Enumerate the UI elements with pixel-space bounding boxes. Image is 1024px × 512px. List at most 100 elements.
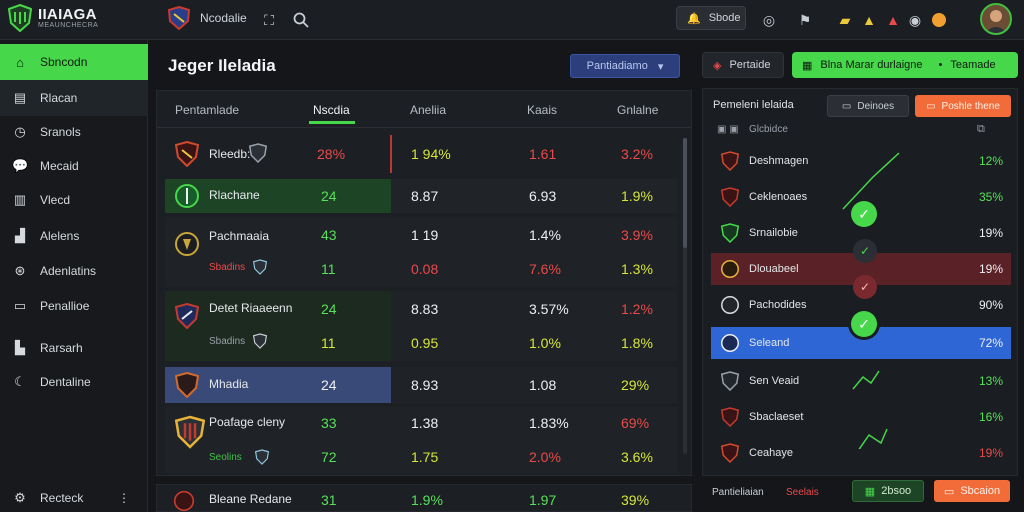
list-item[interactable]: Deshmagen 12% <box>711 145 1011 177</box>
coin-icon[interactable] <box>928 9 950 31</box>
team-crest-icon <box>721 334 739 352</box>
row-bg <box>165 217 677 287</box>
avatar[interactable] <box>980 3 1012 35</box>
list-item[interactable]: Srnailobie 19% <box>711 217 1011 249</box>
more-icon[interactable]: ⋮ <box>118 491 130 505</box>
column-header[interactable]: Gnlalne <box>617 103 659 117</box>
secondary-button[interactable]: ▭ Deinoes <box>827 95 909 117</box>
filter-label: Glcbidce <box>749 124 788 135</box>
secondary-button-label: Deinoes <box>857 100 895 112</box>
logo-title: IIAIAGA <box>38 5 97 23</box>
percentage: 19% <box>978 226 1003 240</box>
sidebar-item-label: Dentaline <box>40 375 91 389</box>
row-bg <box>391 179 677 213</box>
table-row[interactable]: Bleane Redane 31 1.9% 1.97 39% <box>156 484 692 512</box>
team-sub: Sbadins <box>209 336 246 347</box>
divider <box>157 127 691 128</box>
sidebar-item-research[interactable]: ▙ Rarsarh <box>0 330 148 366</box>
search-icon[interactable] <box>290 9 312 31</box>
column-header[interactable]: Pentamlade <box>175 103 240 117</box>
copy-icon[interactable]: ⧉ <box>977 123 985 135</box>
expand-icon[interactable]: ⛶ <box>264 11 274 28</box>
list-item[interactable]: Sbaclaeset 16% <box>711 401 1011 433</box>
orange-button[interactable]: ▭ Poshle thene <box>915 95 1011 117</box>
percentage: 35% <box>978 190 1003 204</box>
list-item[interactable]: Pachodides 90% <box>711 289 1011 321</box>
team-crest-icon <box>175 232 199 256</box>
cell-value: 1.61 <box>529 146 557 162</box>
team-name: Ncodalie <box>200 11 247 25</box>
logo-subtitle: MEAUNCHECRA <box>38 21 99 29</box>
scrollbar[interactable] <box>683 138 687 454</box>
trophy-icon[interactable]: ⚑ <box>798 11 812 28</box>
cell-value: 3.6% <box>621 449 653 465</box>
cta-secondary-label: Teamade <box>950 59 996 71</box>
divider <box>390 135 392 173</box>
app-logo[interactable]: IIAIAGA MEAUNCHECRA <box>8 4 98 32</box>
sidebar-item-details[interactable]: ☾ Dentaline <box>0 364 148 400</box>
column-header[interactable]: Kaais <box>527 103 558 117</box>
team-crest-icon <box>173 490 195 512</box>
sidebar-item-alerts[interactable]: ▟ Alelens <box>0 218 148 254</box>
flag-icon[interactable]: ▰ <box>839 11 851 28</box>
warning-icon[interactable]: ▲ <box>862 12 876 28</box>
cell-value: 8.83 <box>411 301 439 317</box>
cell-value: 29% <box>621 377 650 393</box>
table-row-selected[interactable]: Mhadia 24 8.93 1.08 29% <box>165 367 677 403</box>
sidebar-item-penalties[interactable]: ▭ Penallioe <box>0 288 148 324</box>
cell-value: 31 <box>321 492 337 508</box>
document-icon: ▭ <box>943 485 955 498</box>
chart-icon: ▟ <box>15 228 25 243</box>
cell-value: 43 <box>321 227 337 243</box>
fire-icon[interactable]: ▲ <box>886 12 900 28</box>
cell-value: 8.87 <box>411 188 439 204</box>
odds-table: Pentamlade Nscdia Aneliia Kaais Gnlalne … <box>156 90 692 476</box>
list-item[interactable]: Ceklenoaes 35% <box>711 181 1011 213</box>
alert-button[interactable]: 🔔 Sbode <box>676 6 746 30</box>
right-panel-footer: Pantieliaian Seelais ▦ 2bsoo ▭ Sbcaion <box>702 478 1018 508</box>
green-button[interactable]: ▦ 2bsoo <box>852 480 924 502</box>
sidebar-item-video[interactable]: ▥ Vlecd <box>0 182 148 218</box>
settings-icon: ⚙ <box>14 490 26 505</box>
chevron-down-icon: ▾ <box>657 60 664 73</box>
document-icon: ▭ <box>13 298 27 313</box>
sidebar: ⌂ Sbncodn ▤ Rlacan ◷ Sranols 💬 Mecaid ▥ … <box>0 40 148 512</box>
list-item[interactable]: Sen Veaid 13% <box>711 365 1011 397</box>
panel-tab-button[interactable]: ◈ Pertaide <box>702 52 784 78</box>
sidebar-item-stats[interactable]: ◷ Sranols <box>0 114 148 150</box>
sidebar-item-media[interactable]: 💬 Mecaid <box>0 148 148 184</box>
chart-icon: ▦ <box>802 59 813 72</box>
team-name: Deshmagen <box>749 155 809 167</box>
scrollbar-thumb[interactable] <box>683 138 687 248</box>
sidebar-footer[interactable]: ⚙ Recteck ⋮ <box>0 480 148 512</box>
table-row[interactable]: Rlachane 24 8.87 6.93 1.9% <box>165 179 677 213</box>
team-name: Pachodides <box>749 299 807 311</box>
team-crest-icon <box>175 372 199 398</box>
sidebar-item-adjustments[interactable]: ⊛ Adenlatins <box>0 253 148 289</box>
column-header-active[interactable]: Nscdia <box>313 103 350 117</box>
table-row[interactable]: Detet Riaaeenn Sbadins 24 11 8.83 0.95 3… <box>165 291 677 361</box>
check-icon: ✓ <box>851 201 877 227</box>
cell-value: 1.38 <box>411 415 439 431</box>
team-crest-icon <box>721 223 739 243</box>
gamepad-icon[interactable]: ◎ <box>762 11 776 28</box>
filter-button[interactable]: Pantiadiamo ▾ <box>570 54 680 78</box>
list-item-selected[interactable]: Seleand 72% <box>711 327 1011 359</box>
sidebar-item-home[interactable]: ⌂ Sbncodn <box>0 44 148 80</box>
team-selector[interactable]: Ncodalie <box>168 6 247 30</box>
list-item[interactable]: Ceahaye 19% <box>711 437 1011 469</box>
cell-value: 1.9% <box>411 492 443 508</box>
table-row[interactable]: Rleedb: 28% 1 94% 1.61 3.2% <box>165 133 669 177</box>
orange-footer-button[interactable]: ▭ Sbcaion <box>934 480 1010 502</box>
eye-icon[interactable]: ◉ <box>908 11 922 28</box>
column-header[interactable]: Aneliia <box>410 103 447 117</box>
cell-value: 69% <box>621 415 650 431</box>
sidebar-item-reports[interactable]: ▤ Rlacan <box>0 80 148 116</box>
table-row[interactable]: Poafage cleny Seolins 33 72 1.38 1.75 1.… <box>165 407 677 473</box>
cta-button[interactable]: ▦ Blna Marar durlaigne • Teamade <box>792 52 1018 78</box>
footer-sub: Seelais <box>786 487 819 498</box>
team-sub: Seolins <box>209 452 242 463</box>
table-row[interactable]: Pachmaaia Sbadins 43 11 1 19 0.08 1.4% 7… <box>165 217 677 287</box>
team-name: Sbaclaeset <box>749 411 804 423</box>
filter-toggle-icon[interactable]: ▣ ▣ <box>717 124 739 135</box>
